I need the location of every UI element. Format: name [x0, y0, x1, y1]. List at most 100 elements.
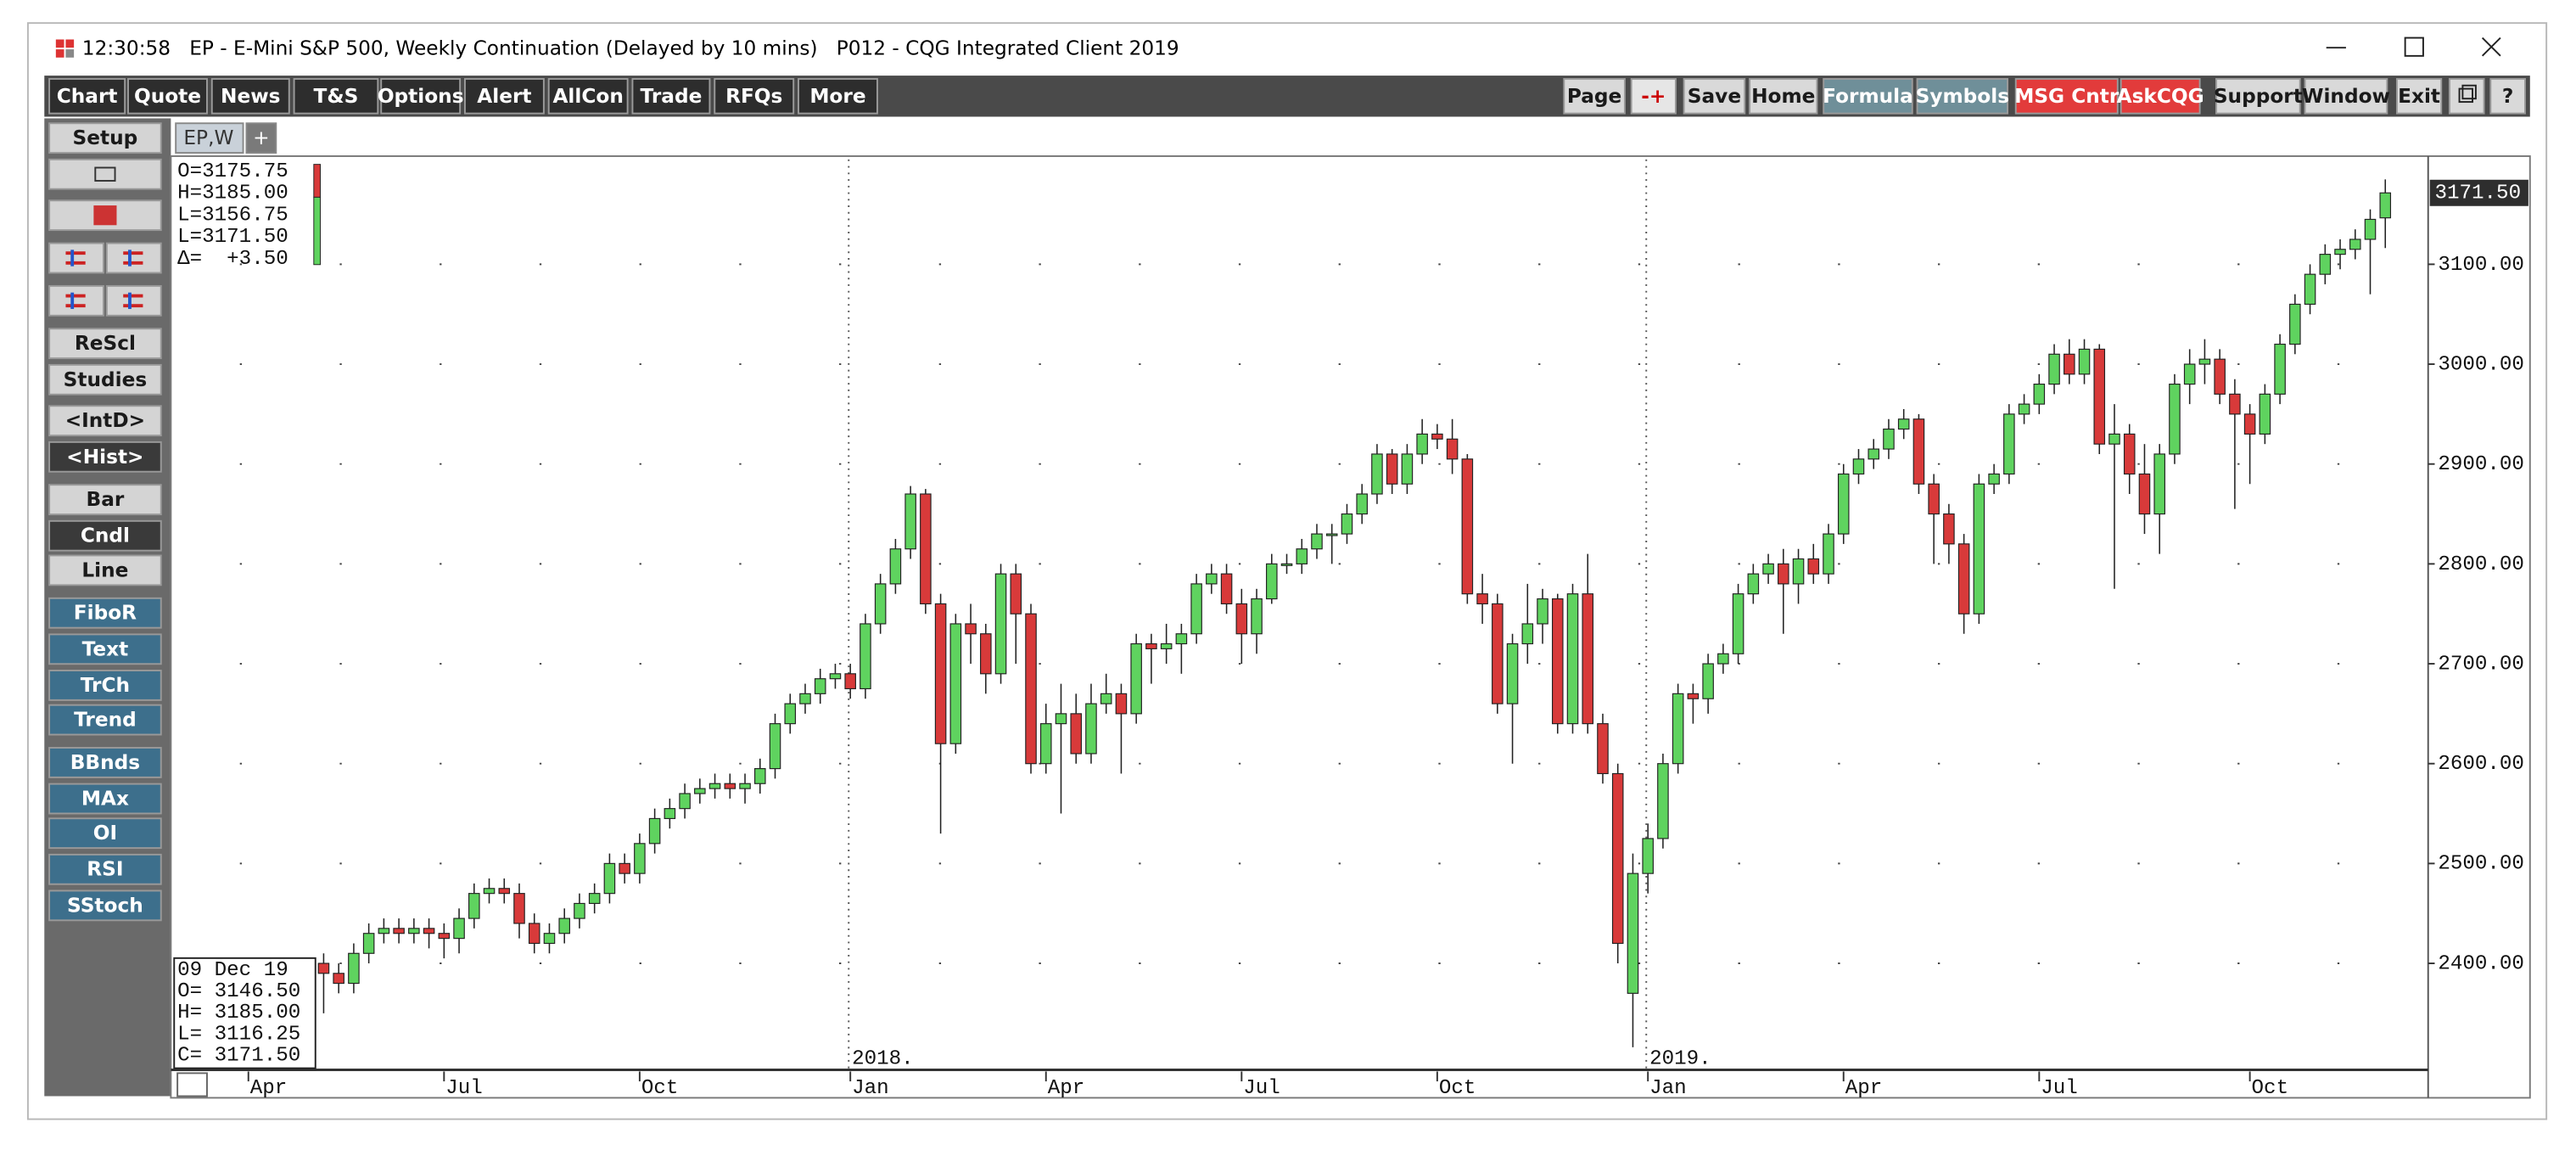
side-button[interactable] [48, 817, 162, 850]
restore-button[interactable] [2448, 78, 2485, 115]
toolbar-button[interactable] [2395, 78, 2443, 115]
toolbar-button-label[interactable]: MSG Cntr [2014, 85, 2120, 108]
scroll-button[interactable] [48, 284, 104, 317]
toolbar-button-label[interactable]: -+ [1641, 85, 1666, 108]
candle-body [1190, 583, 1202, 635]
side-button-label[interactable]: Cndl [81, 525, 130, 547]
side-button[interactable] [48, 519, 162, 552]
toolbar-button-label[interactable]: More [809, 85, 865, 108]
toolbar-button-label[interactable]: RFQs [725, 85, 782, 108]
side-button[interactable] [48, 783, 162, 815]
toolbar-button[interactable] [1916, 78, 2009, 115]
candle-body [2018, 403, 2030, 415]
toolbar-button[interactable] [798, 78, 878, 115]
toolbar-button[interactable] [2215, 78, 2301, 115]
side-button[interactable] [48, 633, 162, 665]
toolbar-button-label[interactable]: News [221, 85, 280, 108]
side-button-label[interactable]: SStoch [67, 894, 143, 917]
candle-body [1206, 573, 1218, 585]
toolbar-button[interactable] [714, 78, 795, 115]
side-button-label[interactable]: Bar [87, 488, 125, 511]
side-button-label[interactable]: ReScl [75, 332, 136, 355]
side-button[interactable] [48, 405, 162, 437]
side-button-label[interactable]: BBnds [70, 751, 140, 774]
toolbar-button[interactable] [2120, 78, 2201, 115]
toolbar-button[interactable] [463, 78, 545, 115]
toolbar-button-label[interactable]: Symbols [1916, 85, 2009, 108]
toolbar-button[interactable] [293, 78, 379, 115]
side-button[interactable] [48, 670, 162, 701]
side-button-label[interactable]: MAx [81, 788, 129, 811]
candle-body [2108, 433, 2120, 445]
toolbar-button[interactable] [547, 78, 629, 115]
toolbar-button[interactable] [2304, 78, 2388, 115]
toolbar-button-label[interactable]: AskCQG [2117, 85, 2204, 108]
candle-body [724, 783, 736, 789]
toolbar-button-label[interactable]: Trade [641, 85, 703, 108]
toolbar-button[interactable] [1563, 78, 1626, 115]
side-button-label[interactable]: Line [81, 558, 128, 581]
side-button[interactable] [48, 853, 162, 885]
toolbar-button[interactable] [1823, 78, 1913, 115]
print-button[interactable] [48, 158, 162, 190]
close-button[interactable] [2481, 36, 2501, 57]
scroll-button[interactable] [48, 242, 104, 274]
toolbar-button[interactable] [631, 78, 711, 115]
toolbar-button-label[interactable]: Exit [2398, 85, 2440, 108]
side-button-label[interactable]: Trend [74, 709, 137, 732]
toolbar-button[interactable] [2489, 78, 2526, 115]
toolbar-button-label[interactable]: Options [378, 85, 464, 108]
toolbar-button[interactable] [2014, 78, 2119, 115]
side-button-label[interactable]: Text [82, 637, 129, 660]
toolbar-button[interactable] [127, 78, 208, 115]
scroll-button[interactable] [105, 284, 162, 317]
toolbar-button-label[interactable]: ? [2502, 85, 2513, 108]
side-button[interactable] [48, 704, 162, 736]
toolbar-button[interactable] [48, 78, 126, 115]
toolbar-button-label[interactable]: Home [1751, 85, 1815, 108]
candle-body [468, 893, 480, 919]
side-button[interactable] [48, 484, 162, 516]
tab[interactable] [175, 122, 244, 154]
toolbar-button[interactable] [210, 78, 290, 115]
toolbar-button[interactable] [1749, 78, 1818, 115]
candle-body [1988, 473, 2000, 485]
side-button[interactable] [48, 747, 162, 778]
side-button-label[interactable]: Studies [64, 368, 148, 391]
toolbar-button-label[interactable]: Alert [477, 85, 531, 108]
side-button[interactable] [48, 363, 162, 396]
toolbar-button-label[interactable]: Quote [134, 85, 201, 108]
side-button[interactable] [48, 554, 162, 586]
toolbar-button-label[interactable]: Chart [57, 85, 118, 108]
candle-body [1582, 593, 1594, 725]
toolbar-button-label[interactable]: AllCon [552, 85, 623, 108]
toolbar-button[interactable] [380, 78, 462, 115]
side-button-label[interactable]: <IntD> [65, 409, 145, 432]
toolbar-button-label[interactable]: Support [2214, 85, 2303, 108]
candle-body [1325, 533, 1338, 536]
tab[interactable] [245, 122, 277, 154]
candle-body [1416, 433, 1428, 455]
side-button-label[interactable]: <Hist> [66, 446, 143, 469]
side-button[interactable] [48, 597, 162, 629]
toolbar-button-label[interactable]: T&S [314, 85, 359, 108]
side-button[interactable] [48, 122, 162, 154]
side-button-label[interactable]: OI [93, 822, 117, 845]
toolbar-button-label[interactable]: Formula [1823, 85, 1913, 108]
side-button[interactable] [48, 441, 162, 473]
toolbar-button-label[interactable]: Save [1688, 85, 1741, 108]
side-button[interactable] [48, 889, 162, 922]
toolbar-button[interactable] [1683, 78, 1746, 115]
side-button[interactable] [48, 328, 162, 360]
side-button-label[interactable]: RSI [87, 858, 123, 881]
scroll-button[interactable] [105, 242, 162, 274]
tab-label[interactable]: EP,W [183, 126, 233, 149]
toolbar-button-label[interactable]: Window [2302, 85, 2390, 108]
toolbar-button-label[interactable]: Page [1567, 85, 1621, 108]
side-button-label[interactable]: FiboR [74, 602, 137, 625]
tab-label[interactable]: + [253, 126, 269, 149]
toolbar-button[interactable] [1630, 78, 1677, 115]
maximize-button[interactable] [2404, 36, 2424, 57]
side-button-label[interactable]: Setup [73, 126, 138, 149]
side-button-label[interactable]: TrCh [81, 674, 130, 697]
